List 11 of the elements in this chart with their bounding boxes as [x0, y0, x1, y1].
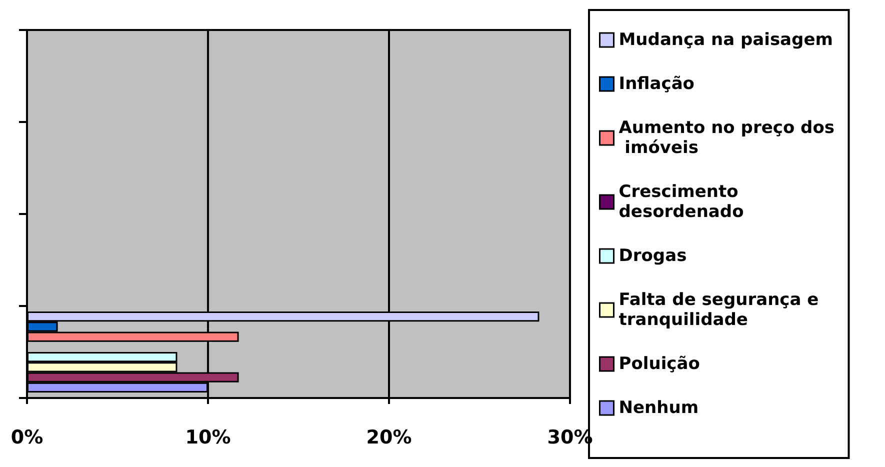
- legend-label: Falta de segurança e tranquilidade: [618, 290, 825, 330]
- legend-label: Crescimento desordenado: [618, 182, 744, 222]
- legend-label: Inflação: [618, 74, 694, 94]
- legend-label: Nenhum: [618, 398, 699, 418]
- x-tick-label: 20%: [366, 426, 412, 448]
- x-tick-label: 0%: [10, 426, 44, 448]
- legend-label: Aumento no preço dos imóveis: [618, 118, 835, 158]
- x-tick-label: 10%: [185, 426, 231, 448]
- legend-label: Drogas: [618, 246, 687, 266]
- legend-label: Mudança na paisagem: [618, 30, 833, 50]
- legend-label: Poluição: [618, 354, 700, 374]
